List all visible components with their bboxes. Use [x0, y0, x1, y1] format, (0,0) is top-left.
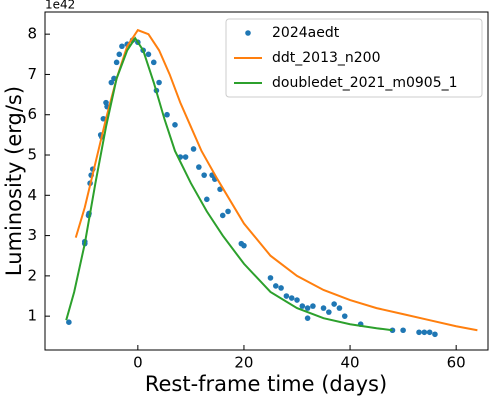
data-point: [304, 305, 311, 311]
data-point: [304, 315, 311, 321]
x-axis-label: Rest-frame time (days): [145, 372, 387, 396]
data-point: [310, 303, 316, 309]
data-point: [196, 164, 202, 170]
data-point: [336, 305, 343, 311]
data-point: [172, 122, 178, 128]
x-tick-label: 20: [234, 354, 253, 372]
y-axis-label: Luminosity (erg/s): [2, 86, 26, 276]
data-point: [113, 59, 120, 66]
offset-label: 1e42: [45, 0, 75, 12]
data-point: [182, 154, 189, 160]
data-point: [241, 242, 247, 249]
data-point: [145, 51, 152, 58]
data-point: [416, 329, 422, 336]
data-point: [320, 305, 327, 311]
legend-label: doubledet_2021_m0905_1: [272, 75, 458, 91]
data-point: [288, 295, 295, 301]
data-point: [331, 301, 337, 307]
data-point: [278, 285, 284, 291]
y-tick-label: 2: [27, 266, 37, 284]
y-tick-label: 3: [27, 226, 37, 244]
data-point: [219, 212, 226, 219]
data-point: [283, 293, 290, 299]
data-point: [201, 172, 207, 178]
data-point: [267, 275, 274, 281]
y-tick-label: 6: [27, 105, 37, 123]
data-point: [341, 313, 348, 319]
data-point: [190, 146, 197, 152]
plot-frame: [44, 11, 489, 351]
y-tick-label: 1: [27, 307, 37, 325]
legend-marker: [245, 30, 251, 36]
data-point: [116, 51, 123, 58]
data-point: [108, 79, 115, 86]
data-point: [432, 331, 438, 338]
x-tick-label: 40: [341, 354, 360, 372]
data-point: [119, 43, 125, 50]
data-point: [294, 297, 300, 303]
legend-label: ddt_2013_n200: [272, 50, 381, 66]
legend-label: 2024aedt: [272, 25, 340, 41]
data-point: [204, 196, 210, 203]
data-point: [426, 329, 433, 336]
data-point: [164, 111, 170, 118]
data-point: [150, 59, 157, 66]
data-point: [421, 329, 428, 336]
x-tick-label: 0: [133, 354, 143, 372]
y-tick-label: 7: [27, 65, 37, 83]
data-point: [66, 319, 72, 326]
y-tick-label: 4: [27, 186, 37, 204]
data-point: [225, 208, 231, 215]
x-tick-label: 60: [447, 354, 466, 372]
legend-box: [225, 18, 483, 98]
data-point: [156, 79, 162, 86]
y-tick-label: 8: [27, 25, 37, 43]
y-tick-label: 5: [27, 146, 37, 164]
data-point: [299, 303, 306, 309]
line: [65, 36, 393, 332]
data-point: [400, 327, 406, 334]
data-point: [326, 309, 332, 315]
data-point: [272, 283, 279, 289]
